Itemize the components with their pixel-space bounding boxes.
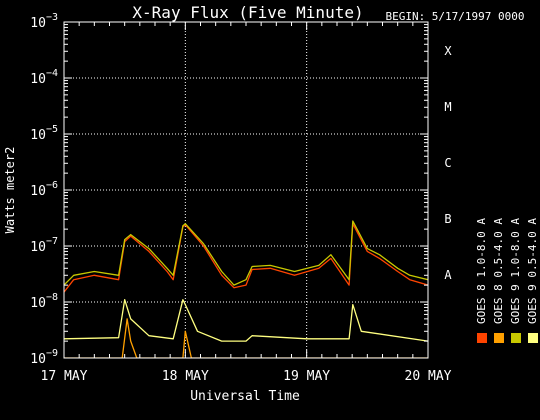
chart-title: X-Ray Flux (Five Minute) bbox=[132, 3, 363, 22]
legend-label: GOES 9 0.5-4.0 A bbox=[526, 218, 539, 324]
legend-label: GOES 8 1.0-8.0 A bbox=[475, 218, 488, 324]
y-tick-label: 10−8 bbox=[30, 292, 58, 311]
legend-swatch bbox=[477, 333, 487, 343]
flare-class-label: M bbox=[444, 100, 451, 114]
y-tick-label: 10−3 bbox=[30, 12, 58, 31]
begin-label: BEGIN: 5/17/1997 0000 bbox=[385, 10, 524, 23]
legend: GOES 8 1.0-8.0 A GOES 8 0.5-4.0 A GOES 9 1… bbox=[475, 218, 539, 343]
series-layer bbox=[64, 220, 428, 358]
series-line bbox=[64, 318, 428, 358]
y-tick-label: 10−6 bbox=[30, 180, 58, 199]
legend-swatch bbox=[494, 333, 504, 343]
y-tick-label: 10−4 bbox=[30, 68, 58, 87]
y-tick-label: 10−5 bbox=[30, 124, 58, 143]
legend-swatch bbox=[511, 333, 521, 343]
legend-label: GOES 8 0.5-4.0 A bbox=[492, 218, 505, 324]
y-tick-label: 10−7 bbox=[30, 236, 58, 255]
series-line bbox=[64, 223, 428, 293]
flare-class-label: B bbox=[444, 212, 451, 226]
axes: 10−9 10−8 10−7 10−6 10−5 10−4 10−3 17 MAY 18 MAY… bbox=[30, 12, 452, 384]
y-axis-label: Watts meter2 bbox=[3, 147, 17, 234]
y-tick-label: 10−9 bbox=[30, 348, 58, 367]
flare-class-label: C bbox=[444, 156, 451, 170]
x-tick-label: 20 MAY bbox=[405, 369, 452, 384]
x-tick-label: 18 MAY bbox=[162, 369, 209, 384]
legend-swatch bbox=[528, 333, 538, 343]
legend-label: GOES 9 1.0-8.0 A bbox=[509, 218, 522, 324]
x-tick-label: 17 MAY bbox=[41, 369, 88, 384]
flare-class-label: A bbox=[444, 268, 452, 282]
x-tick-label: 19 MAY bbox=[283, 369, 330, 384]
flare-class-label: X bbox=[444, 44, 452, 58]
series-line bbox=[64, 220, 428, 286]
series-line bbox=[64, 299, 428, 342]
grid bbox=[64, 22, 428, 358]
x-axis-label: Universal Time bbox=[190, 389, 300, 404]
